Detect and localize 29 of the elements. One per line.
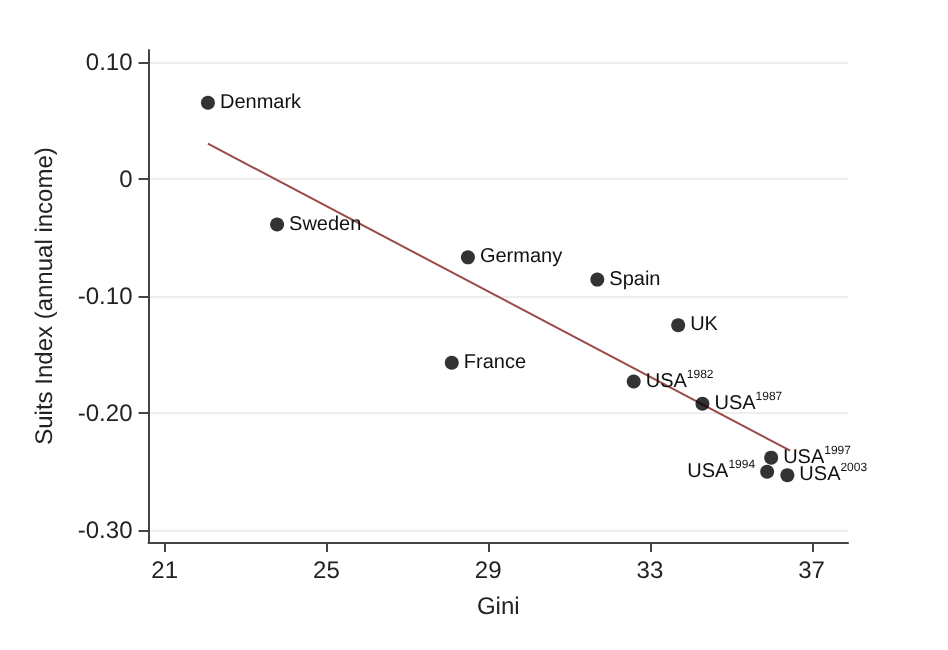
y-tick-label: 0.10	[85, 47, 134, 76]
point	[270, 217, 285, 232]
annotation: Sweden	[289, 213, 362, 236]
point	[460, 250, 475, 265]
point	[671, 318, 686, 333]
y-axis-title: Suits Index (annual income)	[30, 147, 58, 445]
x-tick-label: 33	[636, 556, 664, 584]
x-tick-label: 25	[313, 556, 341, 584]
point	[444, 355, 459, 370]
annotation: Spain	[609, 268, 661, 291]
x-axis-title: Gini	[476, 592, 520, 620]
y-tick-label: -0.10	[77, 282, 134, 310]
annotation: UK	[690, 314, 719, 337]
x-tick-label: 37	[798, 556, 826, 584]
point	[695, 396, 710, 411]
y-tick-label: -0.30	[77, 516, 134, 545]
point	[764, 450, 779, 465]
y-tick-label: -0.20	[77, 399, 134, 428]
annotation: France	[463, 351, 527, 374]
point	[780, 468, 795, 483]
point	[760, 464, 775, 479]
y-tick-label: 0	[119, 164, 134, 193]
point	[626, 374, 641, 389]
annotation: Denmark	[219, 91, 304, 114]
x-tick-label: 29	[474, 556, 503, 584]
point	[200, 95, 215, 110]
x-tick-label: 21	[151, 556, 179, 584]
point	[590, 272, 605, 287]
annotation: Germany	[479, 246, 563, 269]
